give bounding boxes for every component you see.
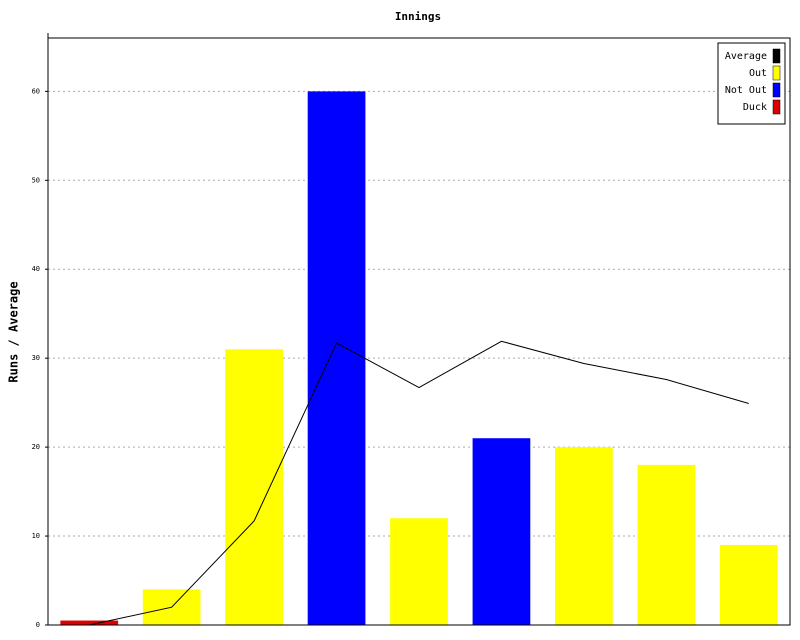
legend-label: Not Out (725, 85, 767, 96)
y-tick-label: 10 (32, 532, 40, 540)
y-tick-label: 30 (32, 354, 40, 362)
y-tick-label: 20 (32, 443, 40, 451)
legend-swatch (772, 99, 781, 115)
legend-label: Out (749, 68, 767, 79)
bar (555, 447, 613, 625)
legend-label: Duck (743, 102, 767, 113)
y-tick-label: 40 (32, 265, 40, 273)
bar (307, 91, 366, 625)
bar (637, 464, 696, 625)
bar (472, 438, 531, 625)
average-line (89, 340, 749, 626)
legend-swatch (772, 82, 781, 98)
bar (390, 518, 448, 625)
y-tick-label: 60 (32, 87, 40, 95)
chart-title: Innings (395, 10, 441, 23)
legend-label: Average (725, 51, 767, 62)
bar (60, 620, 119, 625)
bar (225, 349, 283, 625)
y-axis-label: Runs / Average (7, 281, 21, 382)
bar (719, 544, 778, 625)
legend-swatch (772, 65, 781, 81)
legend-swatch (772, 48, 781, 64)
y-tick-label: 50 (32, 176, 40, 184)
y-tick-label: 0 (36, 621, 40, 629)
